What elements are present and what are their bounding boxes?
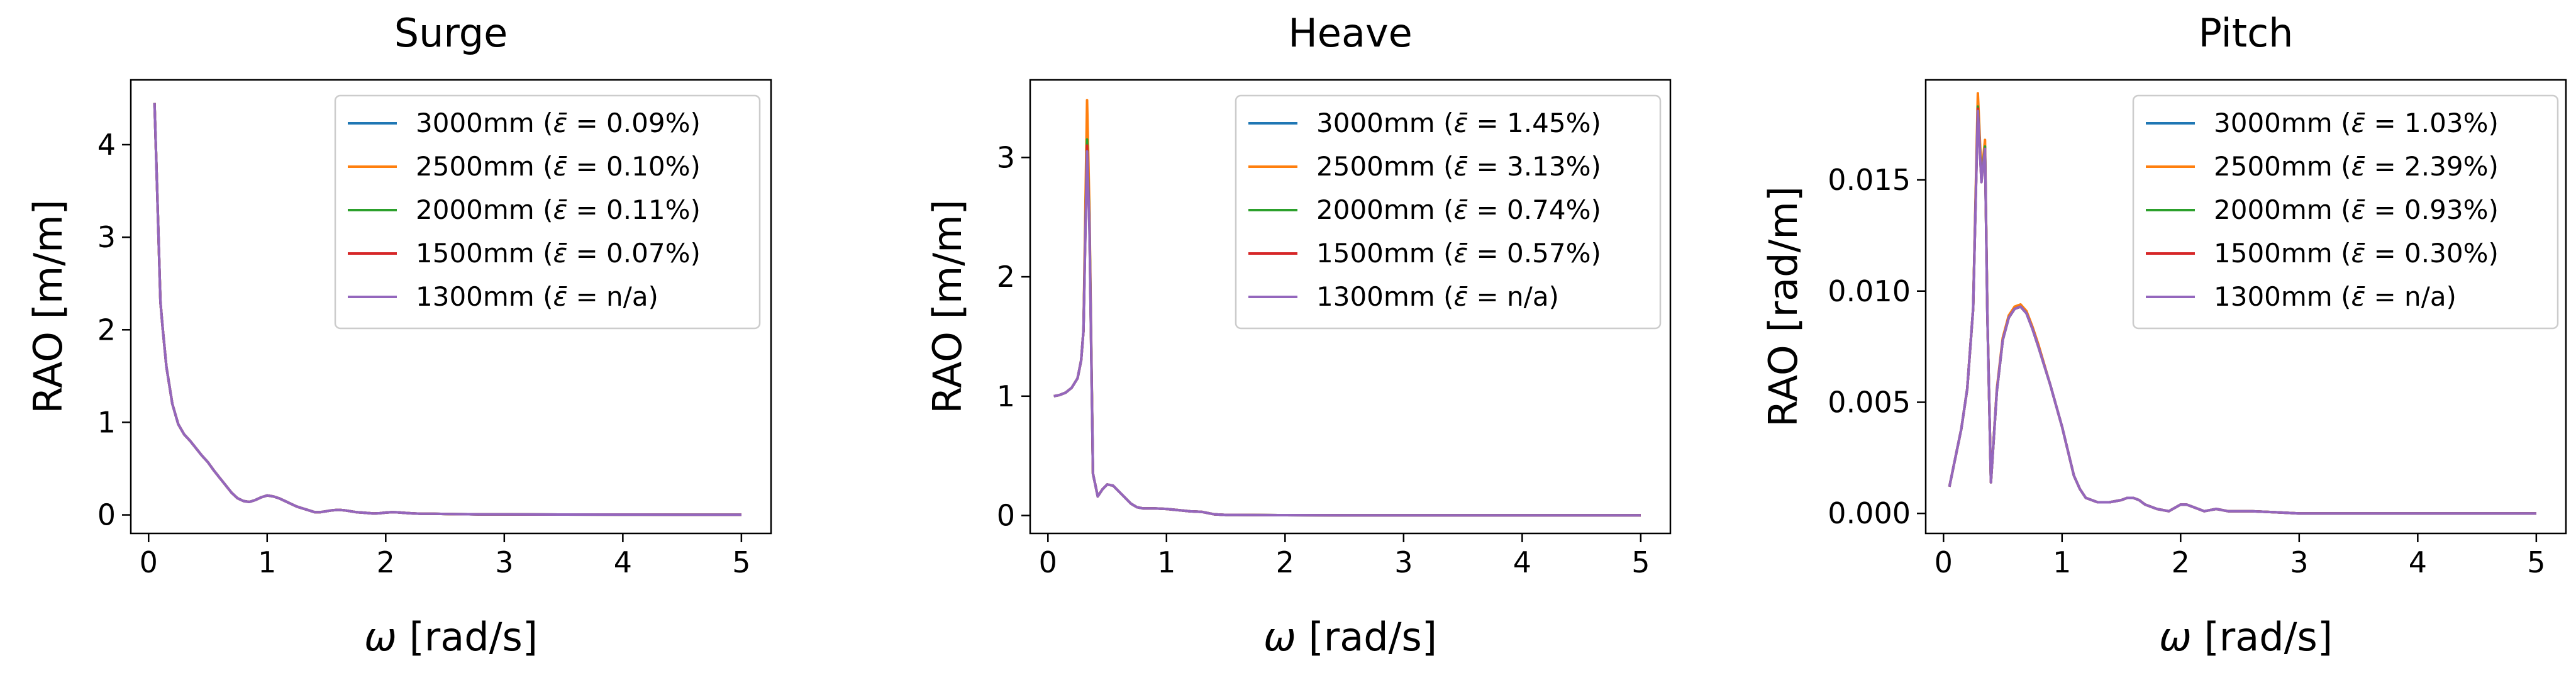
legend: 3000mm (ε̄ = 1.03%) 2500mm (ε̄ = 2.39%) 20…: [2132, 94, 2559, 330]
y-axis-label: RAO [rad/m]: [1760, 186, 1806, 427]
legend-label: 1300mm (ε̄ = n/a): [1316, 281, 1559, 312]
y-tick-label: 3: [997, 140, 1015, 174]
legend-label: 1500mm (ε̄ = 0.07%): [416, 238, 701, 269]
x-axis-label: ω [rad/s]: [1263, 614, 1437, 660]
panel-surge: 0 1 2 3 4 5 0 1 2 3 4 Surge ω [rad/s] RAO [m/m] 3000mm…: [25, 10, 772, 660]
y-tick-label: 0.015: [1828, 163, 1911, 197]
legend-label: 1300mm (ε̄ = n/a): [416, 281, 658, 312]
y-axis-label: RAO [m/m]: [924, 199, 970, 413]
y-tick-label: 4: [97, 128, 116, 162]
legend-label: 2500mm (ε̄ = 3.13%): [1316, 151, 1601, 182]
x-tick-label: 2: [2172, 545, 2190, 579]
x-tick-label: 2: [1276, 545, 1294, 579]
x-axis-label: ω [rad/s]: [2159, 614, 2333, 660]
legend: 3000mm (ε̄ = 0.09%) 2500mm (ε̄ = 0.10%) 20…: [334, 94, 761, 330]
series-line-4: [1053, 150, 1641, 517]
y-tick-label: 0.005: [1828, 385, 1911, 419]
legend-label: 3000mm (ε̄ = 0.09%): [416, 108, 701, 138]
x-tick-label: 1: [2053, 545, 2071, 579]
x-tick-label: 0: [140, 545, 158, 579]
x-tick-label: 1: [1157, 545, 1175, 579]
x-tick-label: 3: [495, 545, 513, 579]
chart-title: Surge: [394, 10, 508, 56]
series-line-4: [153, 103, 741, 516]
x-tick-label: 3: [2290, 545, 2308, 579]
chart-title: Pitch: [2199, 10, 2294, 56]
legend-label: 3000mm (ε̄ = 1.03%): [2214, 108, 2499, 138]
legend-label: 2500mm (ε̄ = 2.39%): [2214, 151, 2499, 182]
y-tick-label: 1: [97, 405, 116, 439]
legend-label: 1500mm (ε̄ = 0.30%): [2214, 238, 2499, 269]
y-axis-label: RAO [m/m]: [25, 199, 71, 413]
legend-box: [334, 94, 761, 330]
series-line-4: [1948, 109, 2536, 515]
x-tick-label: 2: [377, 545, 395, 579]
x-tick-label: 4: [614, 545, 632, 579]
y-tick-label: 3: [97, 220, 116, 254]
y-tick-label: 0.010: [1828, 274, 1911, 308]
legend-label: 2000mm (ε̄ = 0.11%): [416, 194, 701, 225]
x-tick-label: 5: [1631, 545, 1650, 579]
legend: 3000mm (ε̄ = 1.45%) 2500mm (ε̄ = 3.13%) 20…: [1235, 94, 1662, 330]
y-tick-label: 2: [97, 313, 116, 347]
y-tick-label: 0: [97, 498, 116, 532]
legend-label: 2000mm (ε̄ = 0.74%): [1316, 194, 1601, 225]
chart-title: Heave: [1288, 10, 1413, 56]
axes-frame: [1924, 79, 2567, 535]
x-tick-label: 5: [2527, 545, 2545, 579]
legend-label: 2000mm (ε̄ = 0.93%): [2214, 194, 2499, 225]
x-tick-label: 4: [2409, 545, 2427, 579]
x-tick-label: 3: [1394, 545, 1413, 579]
panel-pitch: 0 1 2 3 4 5 0.000 0.005 0.010 0.015 Pitch ω [rad/s]…: [1760, 10, 2567, 660]
y-tick-label: 0: [997, 499, 1015, 533]
x-tick-label: 1: [258, 545, 276, 579]
legend-box: [2132, 94, 2559, 330]
y-tick-label: 2: [997, 260, 1015, 294]
y-tick-label: 0.000: [1828, 496, 1911, 530]
legend-label: 1300mm (ε̄ = n/a): [2214, 281, 2457, 312]
legend-label: 1500mm (ε̄ = 0.57%): [1316, 238, 1601, 269]
axes-frame: [1029, 79, 1672, 535]
x-axis-label: ω [rad/s]: [364, 614, 538, 660]
axes-frame: [130, 79, 772, 535]
legend-label: 2500mm (ε̄ = 0.10%): [416, 151, 701, 182]
legend-label: 3000mm (ε̄ = 1.45%): [1316, 108, 1601, 138]
x-tick-label: 0: [1935, 545, 1953, 579]
y-tick-label: 1: [997, 379, 1015, 413]
x-tick-label: 0: [1039, 545, 1057, 579]
legend-box: [1235, 94, 1662, 330]
x-tick-label: 4: [1513, 545, 1531, 579]
x-tick-label: 5: [732, 545, 750, 579]
panel-heave: 0 1 2 3 4 5 0 1 2 3 Heave ω [rad/s] RAO [m/m] 3000mm …: [924, 10, 1672, 660]
